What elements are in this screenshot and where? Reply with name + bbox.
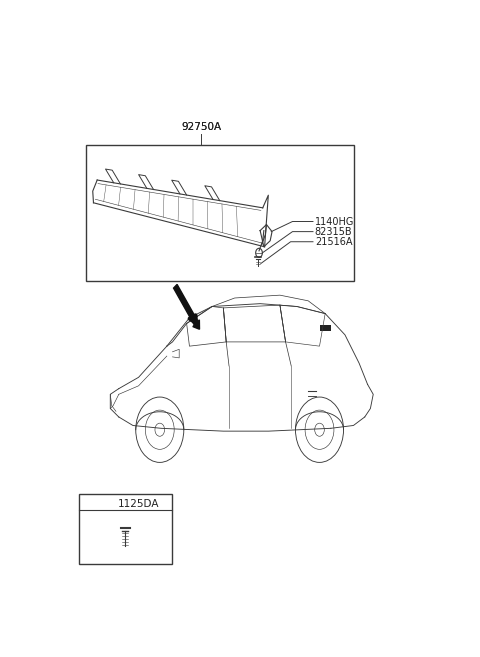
Text: 82315B: 82315B (315, 227, 352, 237)
Text: 1125DA: 1125DA (118, 499, 159, 509)
Text: 1140HG: 1140HG (315, 217, 354, 227)
Text: 92750A: 92750A (181, 122, 221, 132)
Text: 92750A: 92750A (181, 122, 221, 132)
Text: 21516A: 21516A (315, 237, 352, 247)
Bar (320, 325, 331, 330)
FancyArrow shape (174, 284, 200, 329)
Bar (79, 493, 172, 564)
Bar (86, 145, 354, 281)
